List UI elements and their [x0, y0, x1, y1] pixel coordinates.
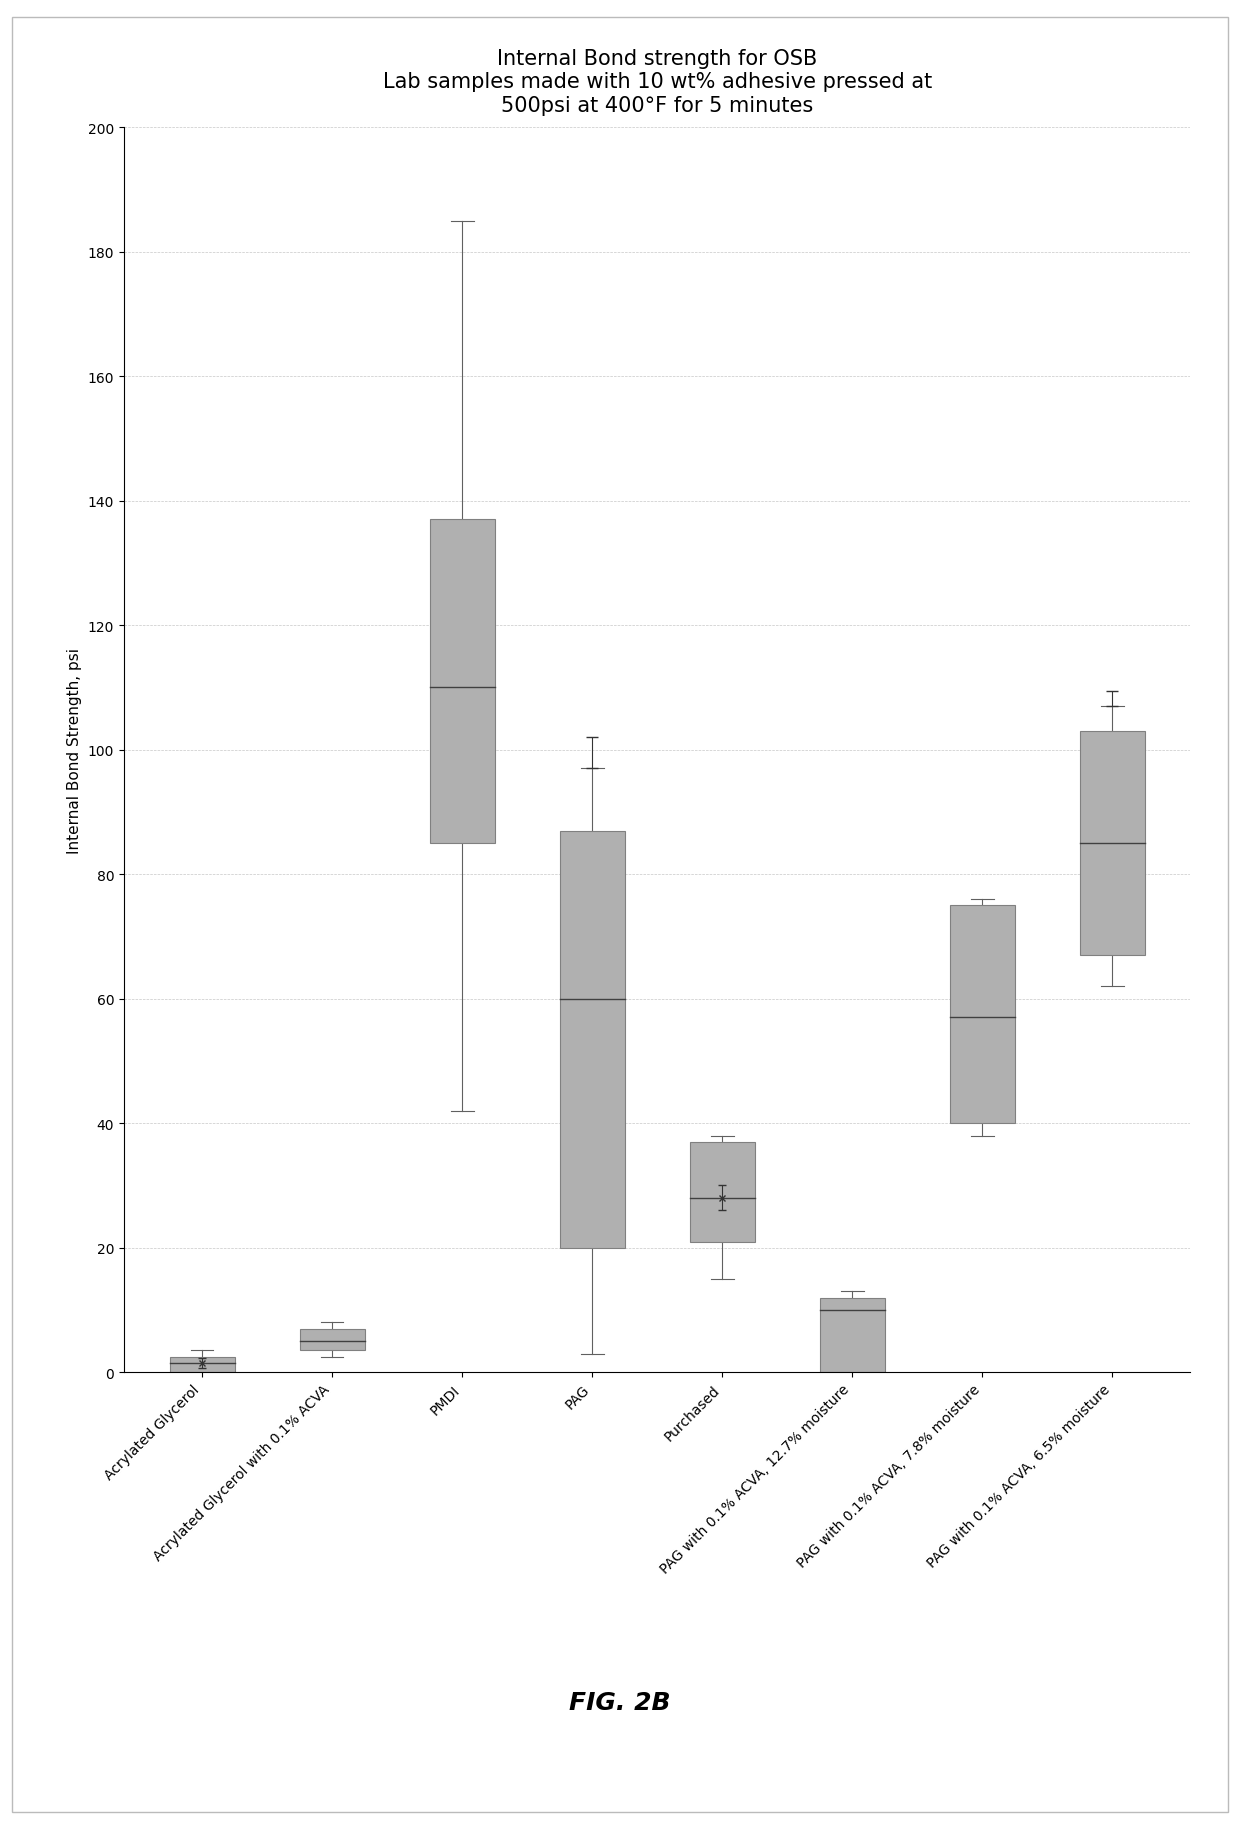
Bar: [1080, 732, 1145, 955]
Text: FIG. 2B: FIG. 2B: [569, 1689, 671, 1715]
Bar: [300, 1329, 365, 1351]
Bar: [689, 1142, 755, 1243]
Title: Internal Bond strength for OSB
Lab samples made with 10 wt% adhesive pressed at
: Internal Bond strength for OSB Lab sampl…: [383, 49, 931, 115]
Bar: [170, 1358, 234, 1372]
Bar: [950, 906, 1014, 1124]
Bar: [820, 1297, 885, 1372]
Bar: [429, 520, 495, 844]
Y-axis label: Internal Bond Strength, psi: Internal Bond Strength, psi: [67, 648, 82, 853]
Bar: [559, 831, 625, 1248]
